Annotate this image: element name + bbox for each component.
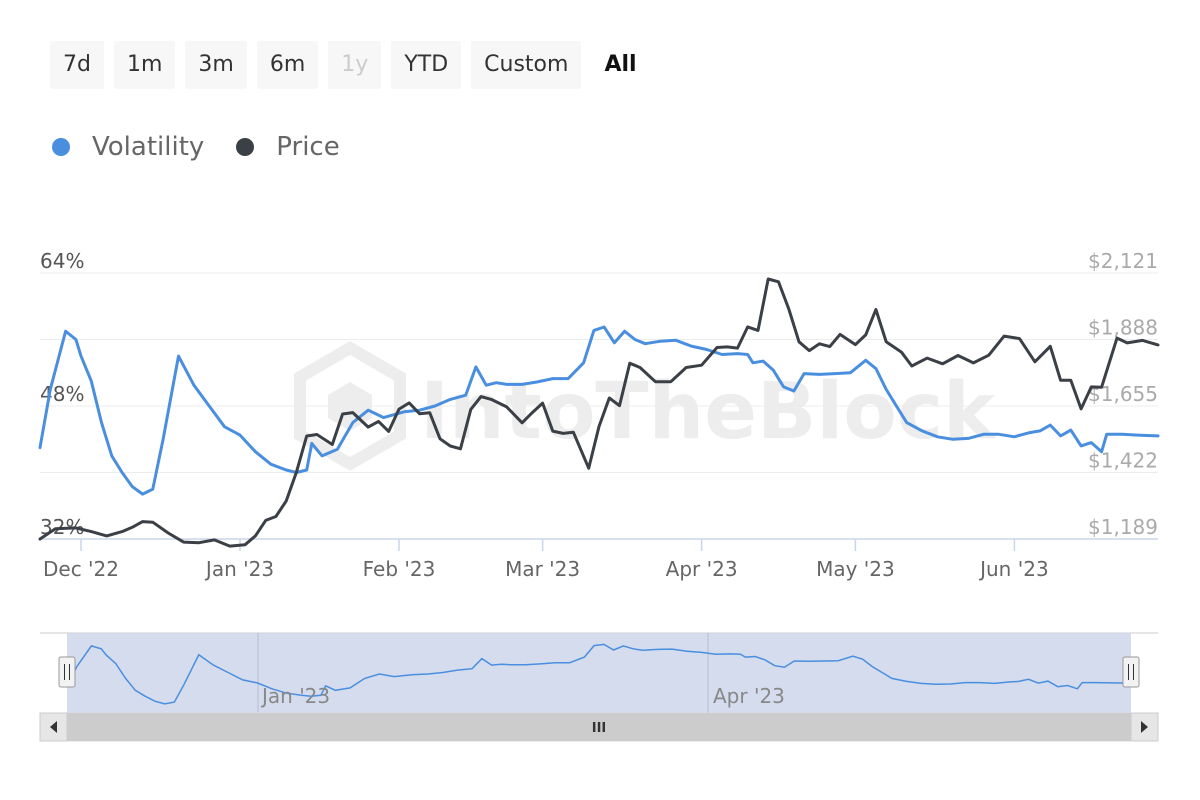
range-button-all[interactable]: All — [604, 52, 637, 77]
x-tick-label: Feb '23 — [363, 557, 436, 581]
x-tick-label: Jun '23 — [978, 557, 1049, 581]
legend-dot-volatility — [52, 138, 70, 156]
navigator-selection[interactable] — [67, 633, 1131, 713]
legend-dot-price — [236, 138, 255, 156]
x-tick-label: Mar '23 — [505, 557, 580, 581]
x-tick-label: Jan '23 — [204, 557, 274, 581]
scrollbar-thumb[interactable] — [67, 713, 1131, 741]
navigator-line-volatility — [66, 643, 1132, 705]
series-line-volatility[interactable] — [38, 325, 1160, 496]
y-right-tick-label: $1,888 — [1088, 316, 1158, 340]
series-layer — [38, 277, 1160, 548]
x-axis: Dec '22 Jan '23 Feb '23 Mar '23 Apr '23 May '… — [40, 538, 1158, 581]
navigator-label-jan: Jan '23 — [260, 684, 330, 708]
gridlines — [40, 272, 1158, 473]
range-button-3m[interactable]: 3m — [185, 41, 247, 89]
navigator-series — [66, 643, 1132, 705]
y-left-tick-label: 64% — [40, 249, 84, 273]
navigator-label-apr: Apr '23 — [713, 684, 785, 708]
x-tick-label: Apr '23 — [666, 557, 738, 581]
legend-item-price[interactable]: Price — [236, 132, 340, 162]
y-right-tick-label: $1,655 — [1088, 382, 1158, 406]
legend-item-volatility[interactable]: Volatility — [52, 132, 204, 162]
x-ticks: Dec '22 Jan '23 Feb '23 Mar '23 Apr '23 May '… — [43, 539, 1049, 581]
y-axis-left: 64%48%32% — [40, 249, 84, 539]
range-button-ytd[interactable]: YTD — [391, 41, 462, 89]
range-button-7d[interactable]: 7d — [50, 41, 104, 89]
range-selector: 7d 1m 3m 6m 1y YTD Custom All — [50, 41, 650, 89]
scrollbar: III — [39, 712, 1159, 742]
y-right-tick-label: $2,121 — [1088, 249, 1158, 273]
x-tick-label: May '23 — [816, 557, 895, 581]
navigator-handle-left[interactable] — [58, 656, 76, 688]
range-button-custom[interactable]: Custom — [471, 41, 582, 89]
y-axis-right: $2,121 $1,888 $1,655 $1,422 $1,189 — [1088, 249, 1158, 539]
scrollbar-left-button[interactable] — [39, 712, 68, 742]
legend-label-price: Price — [276, 132, 340, 162]
scrollbar-grip-icon: III — [592, 721, 607, 736]
navigator: Jan '23 Apr '23 — [40, 632, 1158, 713]
range-button-1m[interactable]: 1m — [113, 41, 176, 89]
navigator-handle-right[interactable] — [1122, 656, 1140, 688]
range-button-6m[interactable]: 6m — [256, 41, 319, 89]
series-line-price[interactable] — [38, 277, 1160, 548]
chart-legend: Volatility Price — [52, 132, 340, 162]
x-tick-label: Dec '22 — [43, 557, 119, 581]
watermark-text: IntoTheBlock — [420, 367, 997, 457]
range-button-1y[interactable]: 1y — [328, 41, 382, 89]
y-right-tick-label: $1,422 — [1088, 449, 1158, 473]
arrow-left-icon — [50, 721, 57, 733]
legend-label-volatility: Volatility — [92, 132, 205, 162]
arrow-right-icon — [1141, 721, 1148, 733]
y-right-tick-label: $1,189 — [1088, 515, 1158, 539]
